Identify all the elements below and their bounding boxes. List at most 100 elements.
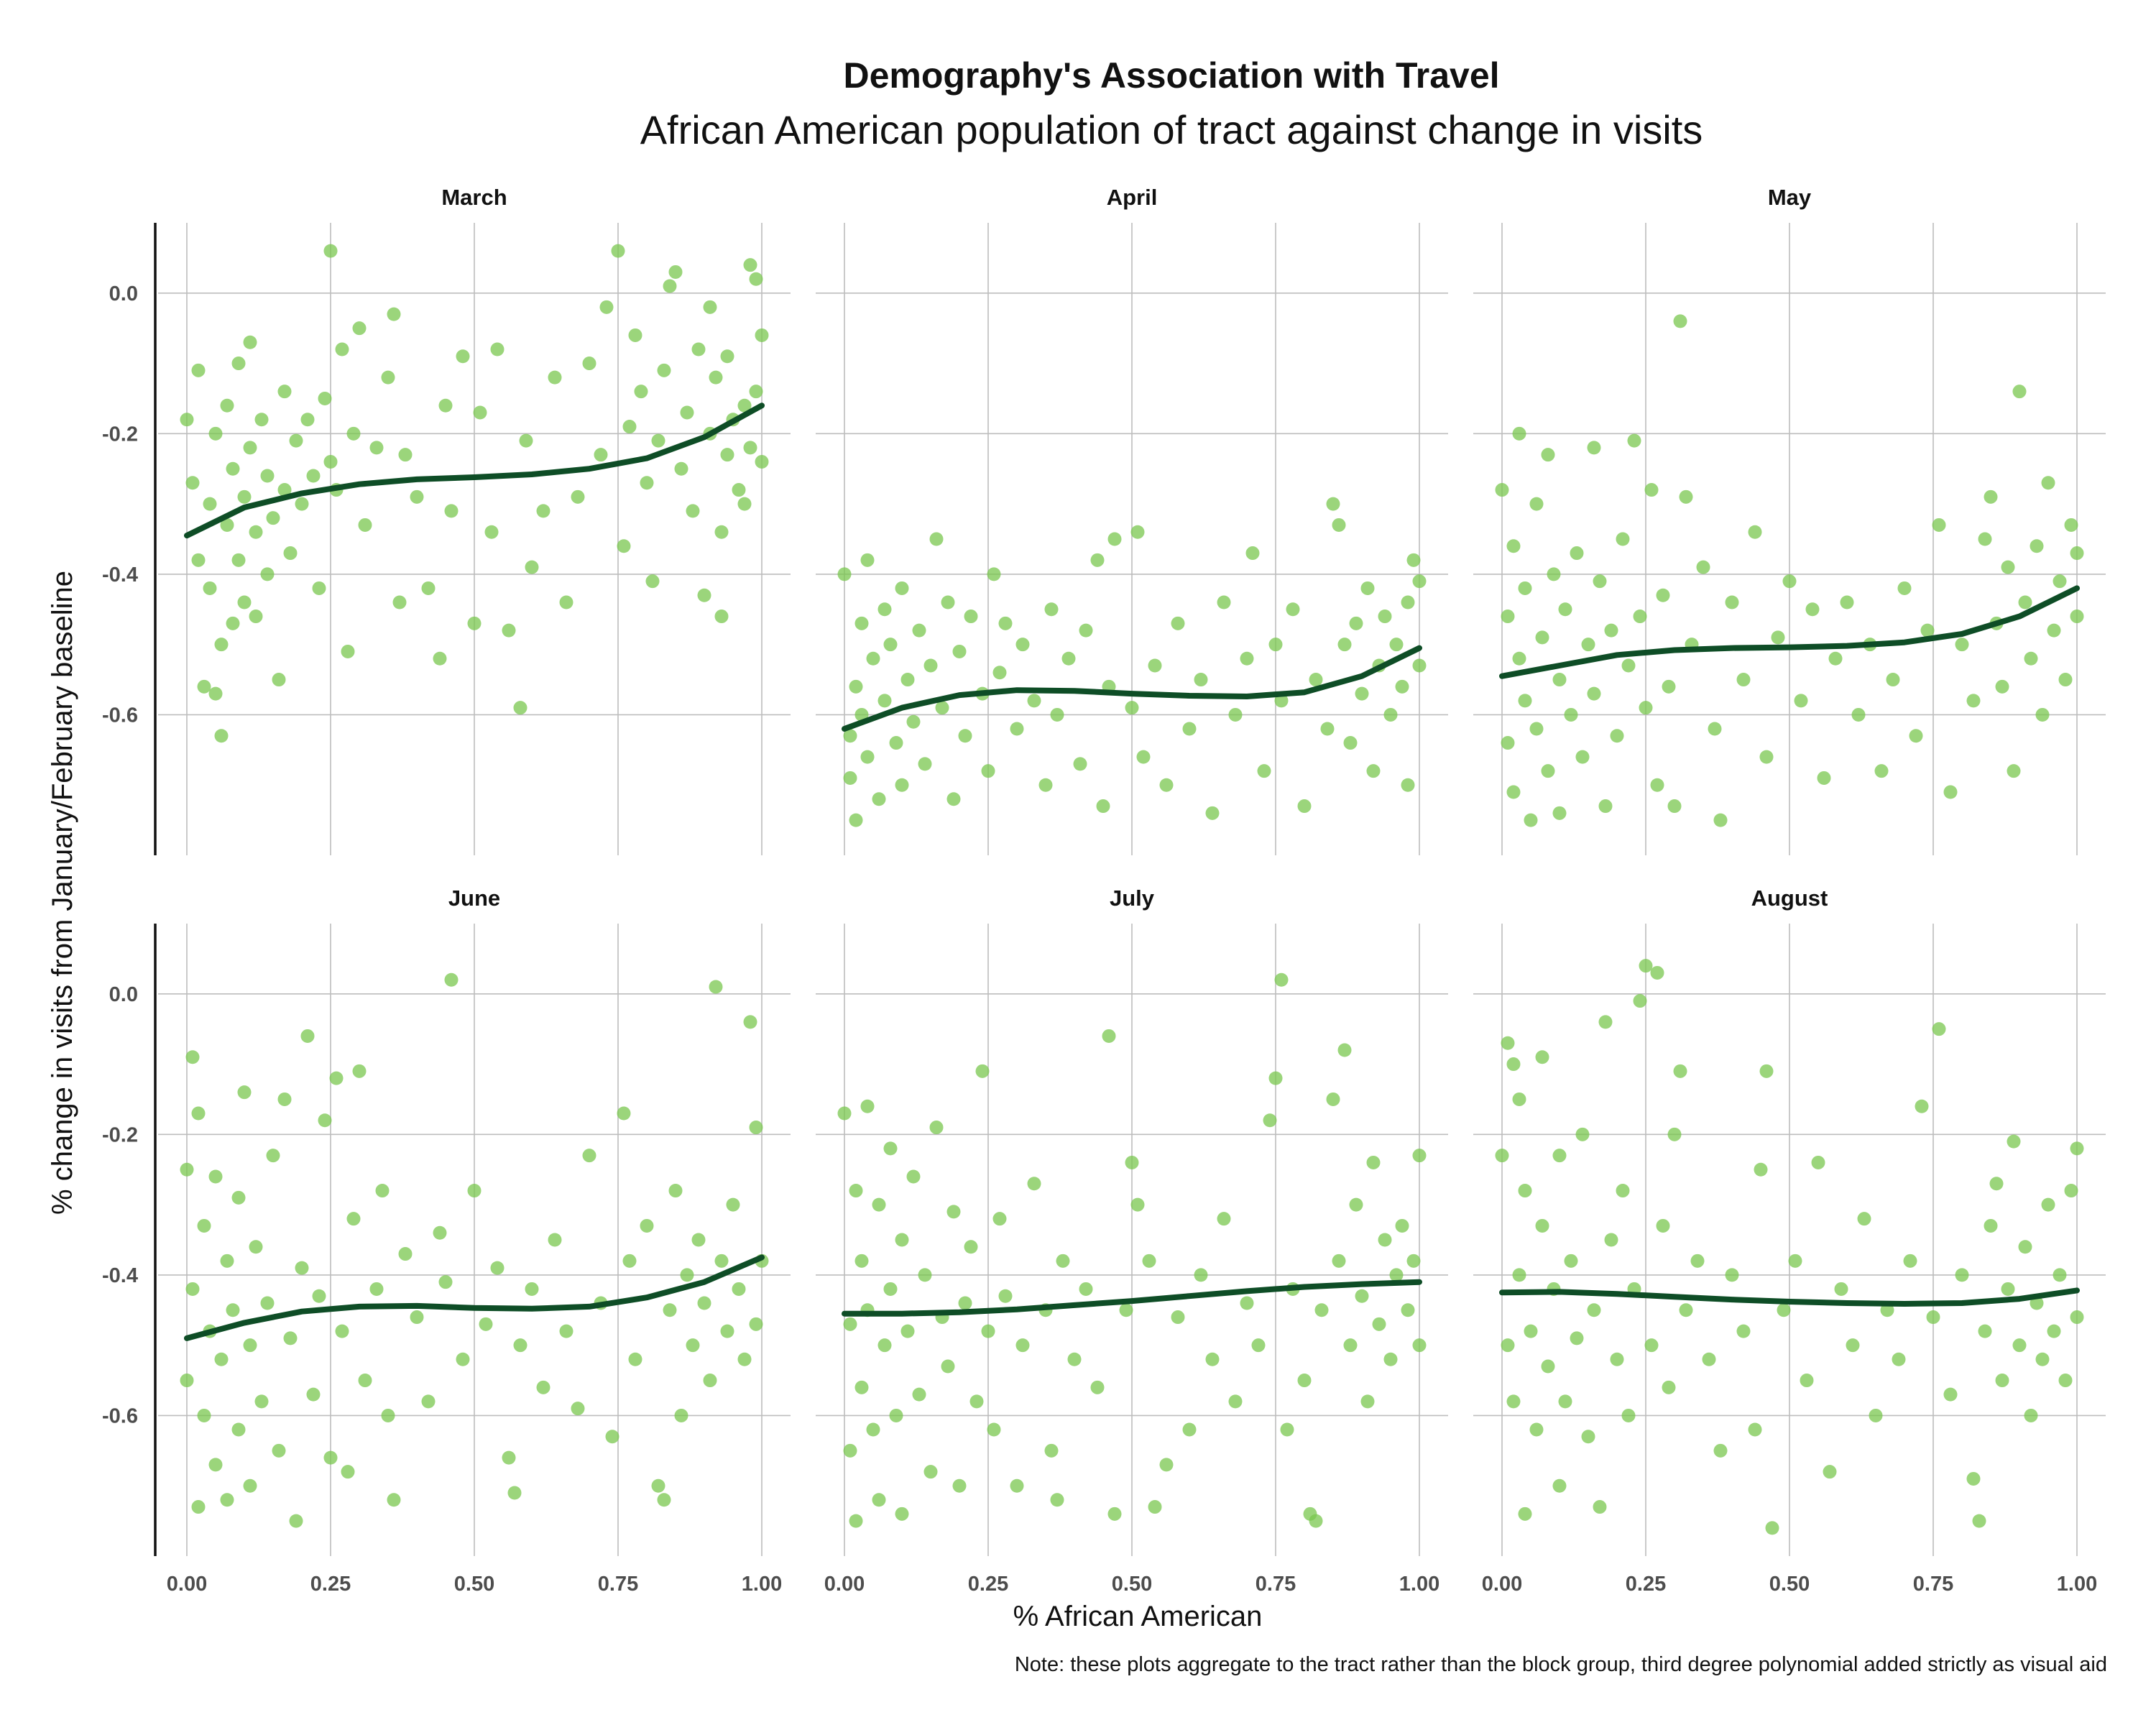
data-point — [1984, 489, 1998, 504]
data-point — [1286, 602, 1300, 617]
data-point — [1343, 736, 1358, 750]
data-point — [1205, 1352, 1220, 1366]
data-point — [1501, 1036, 1515, 1050]
data-point — [2058, 673, 2073, 687]
data-point — [680, 405, 694, 420]
data-point — [1401, 595, 1415, 610]
data-point — [249, 1240, 263, 1254]
data-point — [1148, 658, 1162, 673]
data-point — [312, 1289, 326, 1303]
data-point — [691, 342, 706, 356]
data-point — [987, 1422, 1001, 1437]
data-point — [1268, 1071, 1283, 1085]
polynomial-fit-line — [1499, 585, 2080, 679]
data-point — [1245, 546, 1260, 561]
data-point — [657, 1493, 671, 1507]
data-point — [1343, 1338, 1358, 1353]
data-point — [849, 1184, 863, 1198]
data-point — [622, 1254, 637, 1268]
data-point — [2018, 595, 2032, 610]
data-point — [536, 504, 550, 518]
data-point — [1995, 1374, 2009, 1388]
y-tick-label: -0.4 — [102, 1264, 138, 1287]
data-point — [2058, 1374, 2073, 1388]
data-point — [197, 679, 211, 694]
data-point — [1038, 778, 1053, 792]
data-point — [854, 1254, 869, 1268]
panel-march: March 0.0 -0.2 -0.4 -0.6 — [102, 185, 791, 855]
data-point — [571, 1402, 585, 1416]
data-point — [341, 1465, 355, 1479]
data-point — [1148, 1500, 1162, 1514]
data-point — [1512, 426, 1526, 441]
polynomial-fit-line — [184, 1254, 765, 1341]
data-point — [226, 1303, 240, 1317]
data-point — [1050, 1493, 1064, 1507]
data-point — [1090, 1380, 1105, 1394]
data-point — [1194, 1268, 1208, 1282]
data-point — [214, 1352, 229, 1366]
data-point — [1857, 1212, 1871, 1226]
y-tick-label: -0.6 — [102, 1404, 138, 1427]
panel-label: March — [441, 185, 507, 210]
data-point — [714, 610, 729, 624]
data-point — [1412, 1338, 1427, 1353]
data-point — [663, 279, 677, 293]
data-point — [2030, 539, 2044, 553]
data-point — [1621, 658, 1636, 673]
data-point — [1309, 673, 1323, 687]
data-point — [226, 616, 240, 630]
data-point — [1401, 1303, 1415, 1317]
data-point — [1280, 1422, 1294, 1437]
data-point — [2024, 651, 2038, 666]
data-point — [1736, 1324, 1751, 1338]
data-point — [346, 1212, 361, 1226]
data-point — [237, 1085, 252, 1100]
data-point — [1817, 770, 1831, 785]
y-tick-label: -0.4 — [102, 564, 138, 586]
data-point — [438, 1275, 453, 1289]
data-point — [749, 1121, 763, 1135]
data-point — [1506, 1394, 1521, 1409]
data-point — [1627, 433, 1641, 448]
data-point — [709, 980, 723, 994]
data-point — [1535, 630, 1549, 645]
data-point — [1604, 623, 1618, 638]
data-point — [1495, 483, 1509, 497]
data-point — [1529, 722, 1544, 736]
data-point — [1708, 722, 1722, 736]
data-point — [1748, 525, 1762, 539]
data-point — [352, 1064, 367, 1078]
data-point — [1194, 673, 1208, 687]
data-point — [318, 391, 332, 405]
data-point — [1360, 1394, 1375, 1409]
data-point — [1644, 1338, 1659, 1353]
data-point — [749, 385, 763, 399]
data-point — [1119, 1303, 1133, 1317]
data-point — [231, 1190, 246, 1205]
data-point — [1378, 1233, 1392, 1247]
data-point — [433, 1225, 447, 1240]
data-point — [260, 567, 275, 581]
data-point — [674, 461, 688, 476]
data-point — [854, 707, 869, 722]
data-point — [854, 616, 869, 630]
data-point — [657, 363, 671, 377]
data-point — [1552, 806, 1567, 820]
data-point — [2007, 1134, 2021, 1149]
data-point — [1662, 679, 1676, 694]
data-point — [300, 1029, 315, 1043]
data-point — [634, 385, 648, 399]
data-point — [1552, 673, 1567, 687]
data-point — [906, 1169, 921, 1184]
x-tick-label: 0.25 — [968, 1573, 1008, 1596]
data-point — [1274, 972, 1289, 987]
data-point — [1524, 813, 1538, 827]
data-point — [185, 476, 200, 490]
data-point — [220, 1254, 234, 1268]
data-point — [1257, 764, 1271, 778]
data-point — [1558, 1394, 1572, 1409]
data-point — [1633, 610, 1647, 624]
data-point — [1240, 651, 1254, 666]
